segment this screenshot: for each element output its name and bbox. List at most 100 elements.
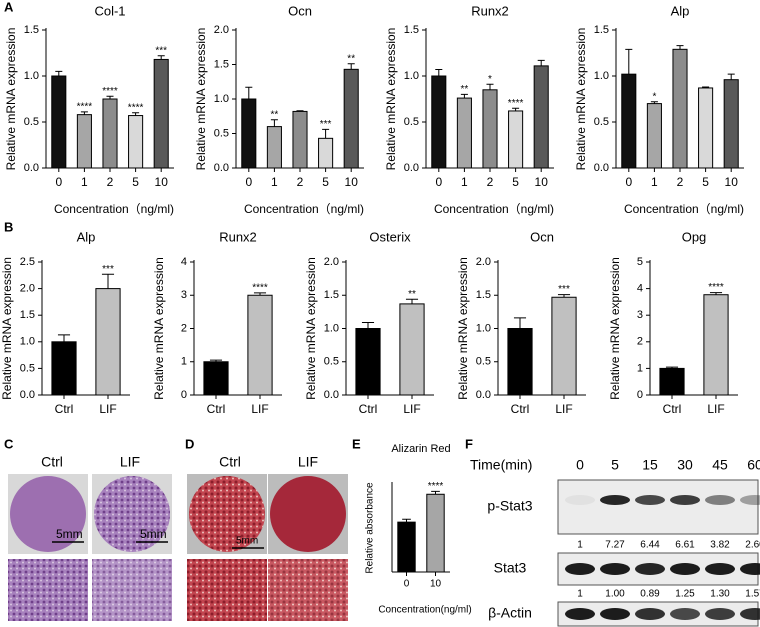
band-ratio: 1.25 [675, 589, 695, 600]
blot-band [600, 563, 630, 575]
well-stain [270, 476, 346, 552]
bar [533, 65, 549, 169]
bar [153, 58, 169, 169]
chart-title: Ocn [530, 229, 554, 244]
bar [703, 294, 729, 396]
bar [203, 361, 229, 396]
micrograph [92, 559, 172, 621]
chart-title: Alp [671, 3, 690, 18]
x-tick-label: Ctrl [663, 402, 682, 416]
blot-band [635, 495, 665, 505]
error-bar [80, 111, 88, 115]
time-point: 5 [611, 457, 619, 473]
x-tick-label: 2 [107, 175, 114, 189]
y-tick-label: 0.0 [476, 389, 491, 401]
y-axis-label: Relative mRNA expression [456, 257, 470, 400]
blot-band [565, 563, 595, 575]
x-tick-label: LIF [99, 402, 116, 416]
x-axis-label: Concentration（ng/ml) [434, 202, 554, 216]
chart-title: Osterix [369, 229, 411, 244]
significance: **** [102, 86, 118, 97]
y-axis-label: Relative mRNA expression [194, 28, 208, 171]
error-bar [537, 59, 545, 66]
y-axis-label: Relative mRNA expression [608, 257, 622, 400]
x-tick-label: 5 [322, 175, 329, 189]
x-tick-label: 5 [512, 175, 519, 189]
y-tick-label: 0 [637, 389, 643, 401]
y-tick-label: 0.0 [24, 162, 39, 174]
blot-band [740, 608, 760, 620]
bar [659, 367, 685, 396]
band-ratio: 0.89 [640, 589, 660, 600]
y-tick-label: 1.5 [20, 309, 35, 321]
y-tick-label: 0.0 [324, 389, 339, 401]
time-point: 60 [747, 457, 760, 473]
significance: *** [102, 264, 114, 275]
y-tick-label: 1.5 [594, 24, 609, 36]
image-label: Ctrl [41, 454, 63, 470]
y-tick-label: 1 [637, 362, 643, 374]
panel-label: C [4, 436, 14, 451]
x-tick-label: 2 [487, 175, 494, 189]
error-bar [727, 73, 735, 80]
image-label: LIF [120, 454, 140, 470]
bar [95, 288, 121, 396]
y-tick-label: 1.5 [24, 24, 39, 36]
y-tick-label: 1.0 [20, 336, 35, 348]
error-bar [132, 112, 140, 116]
significance: ** [408, 289, 416, 300]
error-bar [296, 110, 304, 112]
error-bar [665, 366, 679, 369]
y-tick-label: 1 [181, 356, 187, 368]
bar [343, 68, 359, 169]
x-tick-label: 10 [535, 175, 549, 189]
significance: **** [128, 102, 144, 113]
time-point: 45 [712, 457, 728, 473]
error-bar [676, 45, 684, 50]
bar [397, 521, 416, 573]
well-stain [10, 476, 86, 552]
error-bar [512, 107, 520, 111]
error-bar [557, 294, 571, 298]
time-label: Time(min) [470, 457, 532, 473]
well-stain [94, 476, 170, 552]
x-tick-label: LIF [707, 402, 724, 416]
y-tick-label: 0.0 [20, 389, 35, 401]
x-tick-label: 1 [461, 175, 468, 189]
blot-band [705, 608, 735, 620]
blot-band [670, 495, 700, 505]
bar [646, 103, 662, 169]
y-axis-label: Relative mRNA expression [152, 257, 166, 400]
x-tick-label: 0 [625, 175, 632, 189]
time-point: 0 [576, 457, 584, 473]
x-axis-label: Concentration(ng/ml) [378, 605, 471, 616]
x-tick-label: 10 [430, 579, 442, 590]
y-tick-label: 0 [181, 389, 187, 401]
significance: *** [155, 45, 167, 56]
panel-label: F [465, 436, 473, 451]
error-bar [270, 119, 278, 127]
blot-row-label: β-Actin [488, 605, 532, 621]
y-tick-label: 4 [181, 256, 187, 268]
bar [551, 296, 577, 396]
band-ratio: 6.44 [640, 540, 660, 551]
blot-band [635, 563, 665, 575]
error-bar [157, 55, 165, 60]
error-bar [253, 292, 267, 296]
significance: **** [508, 98, 524, 109]
error-bar [361, 322, 375, 329]
band-ratio: 3.82 [710, 540, 730, 551]
significance: *** [320, 119, 332, 130]
y-tick-label: 0.0 [404, 162, 419, 174]
x-tick-label: 10 [155, 175, 169, 189]
bar [621, 73, 637, 169]
band-ratio: 1.57 [745, 589, 760, 600]
panel-label: D [185, 436, 194, 451]
bar [318, 137, 334, 169]
bar [51, 75, 67, 169]
bar [355, 328, 381, 396]
error-bar [347, 63, 355, 70]
bar [292, 110, 308, 169]
y-tick-label: 1.5 [324, 289, 339, 301]
y-tick-label: 1.0 [324, 322, 339, 334]
